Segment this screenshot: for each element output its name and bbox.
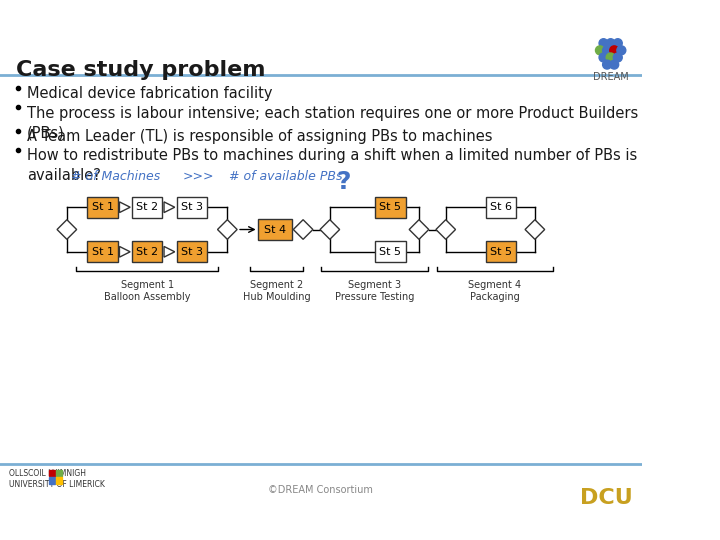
Polygon shape [217, 220, 237, 239]
Text: OLLSCOIL LUIMNIGH
UNIVERSITY OF LIMERICK: OLLSCOIL LUIMNIGH UNIVERSITY OF LIMERICK [9, 469, 105, 489]
Text: St 1: St 1 [91, 202, 114, 212]
Text: St 5: St 5 [379, 247, 402, 257]
Text: St 2: St 2 [136, 202, 158, 212]
Polygon shape [164, 202, 175, 213]
Circle shape [610, 60, 618, 69]
FancyBboxPatch shape [375, 241, 405, 262]
Polygon shape [120, 202, 130, 213]
FancyBboxPatch shape [258, 219, 292, 240]
Text: # of available PBs: # of available PBs [228, 170, 342, 183]
FancyBboxPatch shape [176, 241, 207, 262]
Text: DCU: DCU [580, 488, 633, 508]
FancyBboxPatch shape [132, 197, 162, 218]
Circle shape [606, 39, 615, 48]
Text: St 1: St 1 [91, 247, 114, 257]
FancyBboxPatch shape [176, 197, 207, 218]
Text: Case study problem: Case study problem [16, 60, 266, 80]
Text: St 2: St 2 [136, 247, 158, 257]
FancyBboxPatch shape [87, 241, 117, 262]
FancyBboxPatch shape [486, 241, 516, 262]
Bar [49, 477, 55, 484]
Circle shape [599, 53, 608, 62]
Circle shape [603, 60, 611, 69]
Text: Segment 1
Balloon Assembly: Segment 1 Balloon Assembly [104, 280, 190, 302]
Text: A Team Leader (TL) is responsible of assigning PBs to machines: A Team Leader (TL) is responsible of ass… [27, 129, 492, 144]
Text: Segment 2
Hub Moulding: Segment 2 Hub Moulding [243, 280, 310, 302]
Bar [49, 470, 55, 476]
FancyBboxPatch shape [375, 197, 405, 218]
Text: DREAM: DREAM [593, 72, 629, 82]
Text: St 3: St 3 [181, 247, 202, 257]
Polygon shape [57, 220, 76, 239]
FancyBboxPatch shape [486, 197, 516, 218]
Text: St 5: St 5 [490, 247, 512, 257]
FancyBboxPatch shape [132, 241, 162, 262]
Text: St 4: St 4 [264, 225, 286, 234]
Polygon shape [293, 220, 313, 239]
Polygon shape [409, 220, 429, 239]
Polygon shape [164, 246, 175, 257]
Text: St 6: St 6 [490, 202, 512, 212]
Bar [56, 477, 63, 484]
Text: ?: ? [336, 170, 351, 194]
Circle shape [603, 46, 611, 55]
Text: St 5: St 5 [379, 202, 402, 212]
Circle shape [613, 53, 622, 62]
Circle shape [610, 46, 618, 55]
Text: St 3: St 3 [181, 202, 202, 212]
Text: # of Machines: # of Machines [71, 170, 161, 183]
Text: How to redistribute PBs to machines during a shift when a limited number of PBs : How to redistribute PBs to machines duri… [27, 148, 637, 183]
Circle shape [617, 46, 626, 55]
Text: Segment 3
Pressure Testing: Segment 3 Pressure Testing [335, 280, 414, 302]
Polygon shape [120, 246, 130, 257]
Polygon shape [525, 220, 545, 239]
Polygon shape [320, 220, 340, 239]
Circle shape [613, 39, 622, 48]
Circle shape [599, 39, 608, 48]
Text: The process is labour intensive; each station requires one or more Product Build: The process is labour intensive; each st… [27, 106, 638, 140]
Text: Segment 4
Packaging: Segment 4 Packaging [468, 280, 521, 302]
Circle shape [595, 46, 604, 55]
FancyBboxPatch shape [87, 197, 117, 218]
Polygon shape [436, 220, 456, 239]
Circle shape [606, 53, 615, 62]
Text: >>>: >>> [182, 170, 214, 183]
Bar [56, 470, 63, 476]
Text: ©DREAM Consortium: ©DREAM Consortium [269, 485, 374, 495]
Text: Medical device fabrication facility: Medical device fabrication facility [27, 86, 272, 101]
